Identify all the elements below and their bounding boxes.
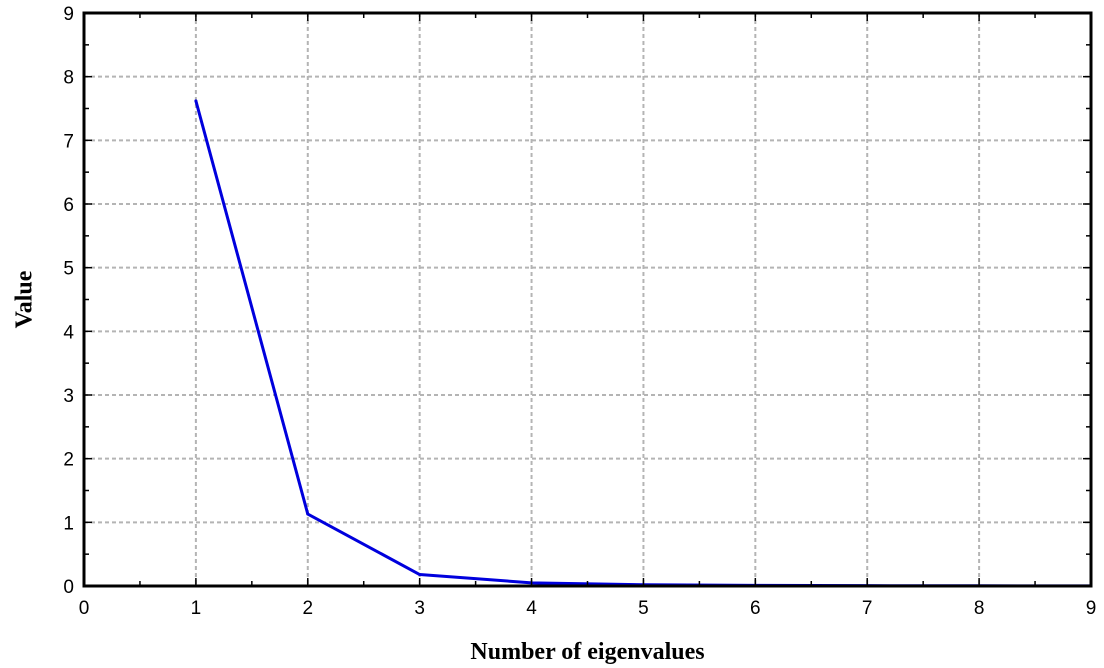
x-tick-label: 3	[414, 598, 425, 619]
y-tick-label: 1	[63, 513, 74, 534]
x-tick-label: 5	[638, 598, 649, 619]
y-tick-label: 0	[63, 577, 74, 598]
data-point	[418, 573, 422, 577]
y-tick-label: 2	[63, 450, 74, 471]
x-tick-label: 0	[79, 598, 90, 619]
y-tick-label: 4	[63, 322, 74, 343]
x-tick-label: 8	[974, 598, 985, 619]
x-tick-label: 2	[302, 598, 313, 619]
data-point	[306, 512, 310, 516]
y-tick-label: 5	[63, 259, 74, 280]
y-tick-label: 9	[63, 4, 74, 25]
plot-area-frame	[82, 11, 1093, 588]
x-tick-label: 9	[1086, 598, 1097, 619]
x-tick-label: 7	[862, 598, 873, 619]
x-tick-label: 6	[750, 598, 761, 619]
data-point	[194, 99, 198, 103]
y-tick-label: 8	[63, 68, 74, 89]
minor-ticks	[83, 12, 1092, 587]
y-tick-label: 6	[63, 195, 74, 216]
y-axis-title: Value	[12, 270, 38, 328]
y-tick-labels: 0 1 2 3 4 5 6 7 8 9	[63, 4, 74, 598]
y-tick-label: 7	[63, 131, 74, 152]
x-axis-title: Number of eigenvalues	[470, 639, 704, 665]
x-tick-label: 1	[191, 598, 202, 619]
y-tick-label: 3	[63, 386, 74, 407]
grid-lines	[84, 13, 1091, 586]
x-tick-labels: 0 1 2 3 4 5 6 7 8 9	[79, 598, 1097, 619]
x-tick-label: 4	[526, 598, 537, 619]
